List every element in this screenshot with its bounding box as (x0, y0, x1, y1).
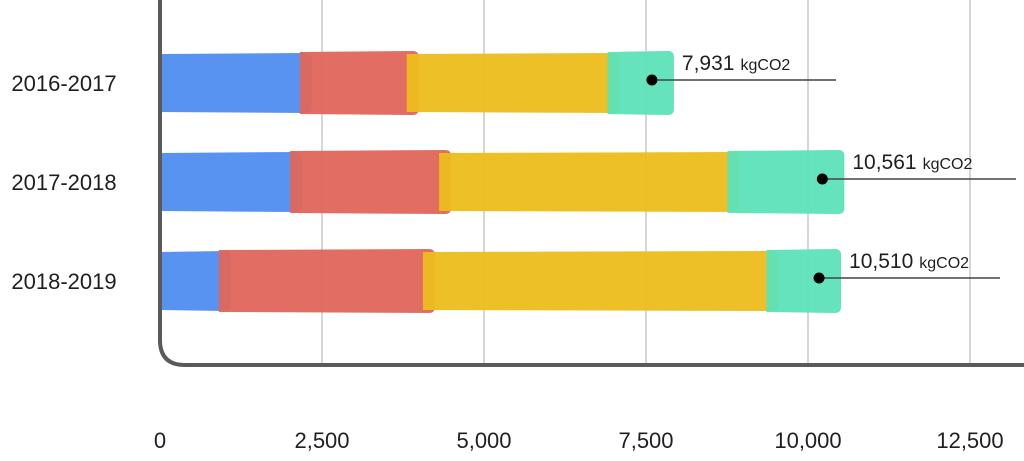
bar-segment (160, 152, 303, 212)
bar-segment (160, 53, 312, 113)
total-value: 10,510 (849, 250, 913, 273)
bar-segment (299, 51, 419, 115)
x-tick-label: 2,500 (294, 428, 349, 453)
bar-segment (160, 251, 231, 311)
total-value: 10,561 (852, 151, 916, 174)
y-category-label: 2016-2017 (11, 71, 116, 96)
y-category-label: 2018-2019 (11, 269, 116, 294)
bar-segment (607, 51, 674, 115)
x-tick-label: 0 (154, 428, 166, 453)
total-label: 7,931 kgCO2 (682, 52, 790, 75)
axis-frame (158, 0, 1024, 367)
total-marker-dot (816, 173, 828, 185)
bar-segment (290, 150, 452, 214)
bar-segment (727, 150, 845, 214)
total-unit: kgCO2 (923, 156, 973, 173)
x-tick-label: 5,000 (456, 428, 511, 453)
bar-layer (160, 51, 845, 313)
bar-segment (218, 249, 435, 313)
total-unit: kgCO2 (740, 57, 790, 74)
total-marker-dot (646, 74, 658, 86)
x-tick-label: 10,000 (774, 428, 841, 453)
bar-segment (766, 249, 842, 313)
bar-segment (406, 53, 620, 113)
bar-segment (439, 152, 740, 212)
total-label: 10,561 kgCO2 (852, 151, 972, 174)
total-unit: kgCO2 (919, 255, 969, 272)
label-layer: 0 2,500 5,000 7,500 10,000 12,500 2016-2017 7,9… (11, 52, 1016, 453)
bar-segment (422, 251, 779, 311)
total-value: 7,931 (682, 52, 735, 75)
y-category-label: 2017-2018 (11, 170, 116, 195)
total-marker-dot (813, 272, 825, 284)
x-tick-label: 12,500 (936, 428, 1003, 453)
x-tick-label: 7,500 (618, 428, 673, 453)
total-label: 10,510 kgCO2 (849, 250, 969, 273)
